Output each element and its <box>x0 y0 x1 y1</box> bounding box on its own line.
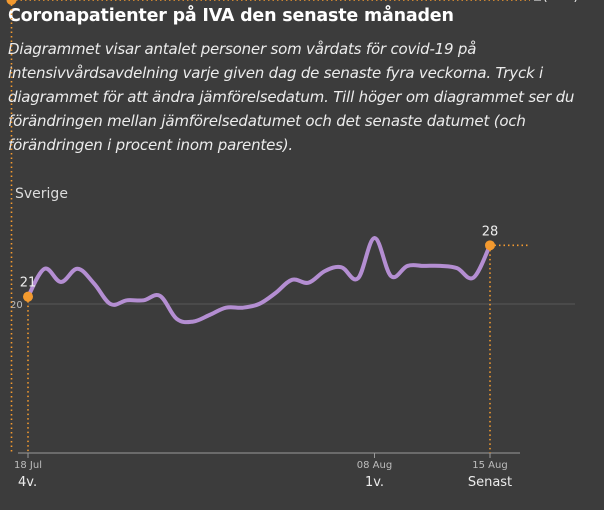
highlight-value-label: 21 <box>20 276 37 291</box>
highlight-point[interactable] <box>6 0 17 5</box>
chart-description: Diagrammet visar antalet personer som vå… <box>8 40 575 154</box>
highlight-value-label: 28 <box>482 224 499 239</box>
x-tick-label: 15 Aug <box>472 460 507 471</box>
chart-title: Coronapatienter på IVA den senaste månad… <box>8 6 454 26</box>
x-tick-week-label: 4v. <box>18 475 37 490</box>
change-percent-label: (−3%) <box>541 0 580 4</box>
series-line[interactable] <box>26 236 492 325</box>
highlight-point[interactable] <box>23 291 33 302</box>
highlight-value-label: 29 <box>3 0 20 4</box>
x-tick-label: 18 Jul <box>14 460 42 471</box>
y-tick-label: 20 <box>10 300 23 311</box>
change-absolute-label: −1 <box>545 0 561 4</box>
x-tick-label: 08 Aug <box>357 460 392 471</box>
region-label: Sverige <box>15 186 68 202</box>
x-tick-week-label: 1v. <box>365 475 384 490</box>
x-tick-week-label: Senast <box>468 475 512 490</box>
